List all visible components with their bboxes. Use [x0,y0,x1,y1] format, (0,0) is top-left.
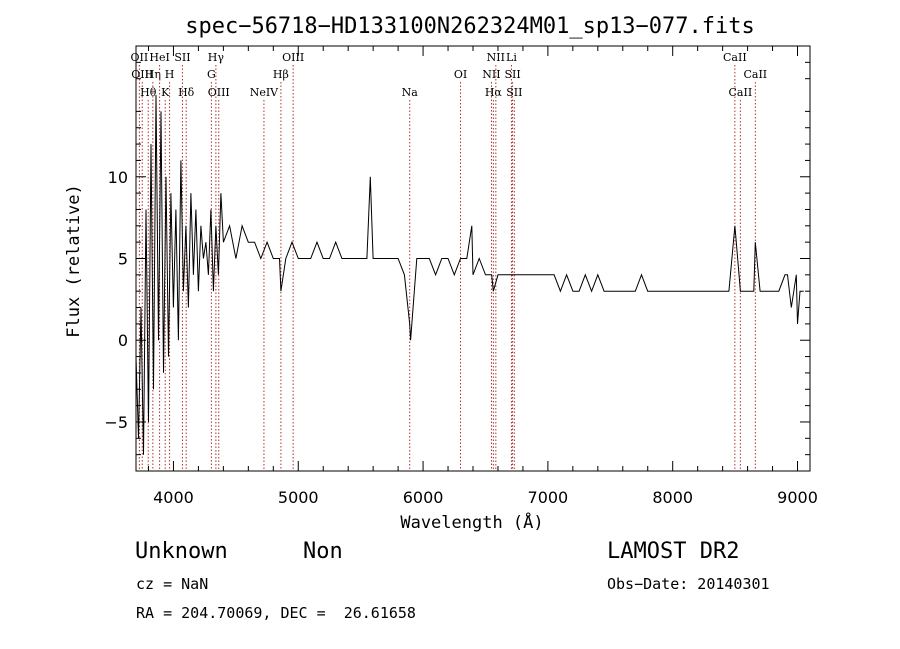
x-tick-label: 7000 [528,488,569,507]
line-label: Hβ [273,68,289,81]
x-tick-label: 9000 [777,488,818,507]
line-label: NII [482,68,500,81]
line-label: Hη [145,68,161,81]
survey-name: LAMOST DR2 [607,539,740,564]
line-label: G [207,68,216,81]
line-label: OIII [131,68,153,81]
line-label: Li [506,51,517,64]
line-label: OII [131,51,149,64]
chart-title: spec−56718−HD133100N262324M01_sp13−077.f… [185,14,755,39]
x-axis-label: Wavelength (Å) [400,511,543,533]
line-label: SII [506,86,522,99]
redshift-cz: cz = NaN [136,575,209,593]
x-axis-ticks: 4000 5000 6000 7000 8000 9000 [147,46,818,507]
line-label: H [165,68,175,81]
line-label: SII [504,68,520,81]
spectral-class: Unknown [135,539,228,564]
x-tick-label: 8000 [652,488,693,507]
line-label: SII [174,51,190,64]
line-label: CaII [723,51,747,64]
line-markers: OII OIII Hθ Hη HeI KH SII Hδ Hγ G OIII OIII Hβ NeIV Na… [131,51,767,471]
y-axis-ticks: −5 0 5 10 [104,61,810,456]
y-tick-label: −5 [104,413,128,432]
line-label: Na [402,86,419,99]
line-label: K [161,86,170,99]
obs-date: Obs−Date: 20140301 [607,575,770,593]
line-label: OI [454,68,467,81]
line-label: CaII [743,68,767,81]
x-tick-label: 6000 [403,488,444,507]
y-tick-label: 10 [108,168,128,187]
spectrum-line [135,94,804,455]
y-axis-label: Flux (relative) [64,184,84,338]
spectral-subclass: Non [303,539,343,564]
line-label: Hθ [140,86,157,99]
line-label: Hα [485,86,503,99]
line-label: Hγ [208,51,225,64]
line-label: OIII [208,86,230,99]
x-tick-label: 5000 [278,488,319,507]
y-tick-label: 5 [118,250,128,269]
line-label: CaII [729,86,753,99]
coordinates: RA = 204.70069, DEC = 26.61658 [136,604,416,622]
line-label: HeI [149,51,169,64]
line-label: NeIV [250,86,279,99]
line-label: OIII [282,51,304,64]
y-tick-label: 0 [118,331,128,350]
x-tick-label: 4000 [153,488,194,507]
line-label: Hδ [178,86,195,99]
line-label: NII [487,51,505,64]
